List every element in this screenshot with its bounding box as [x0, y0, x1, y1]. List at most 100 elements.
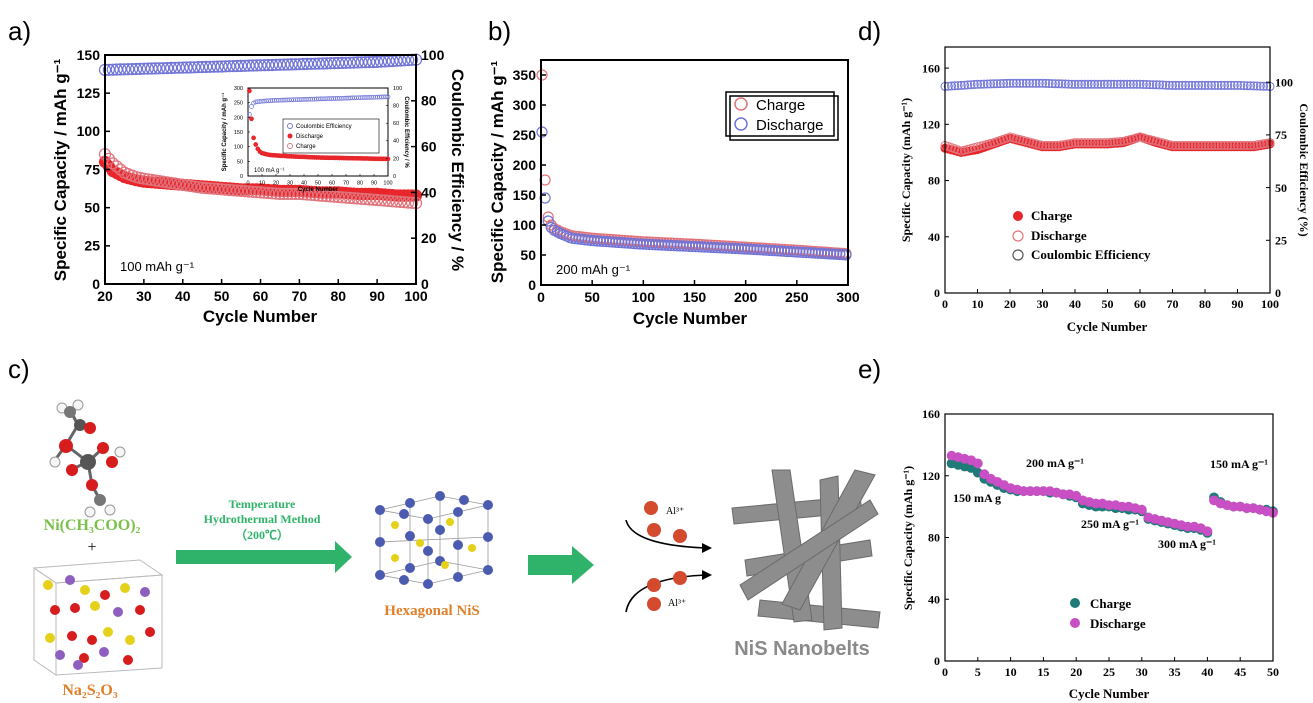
chart-a-series-1-point-74 [386, 195, 399, 208]
chart-d-series-2-point-11 [976, 79, 986, 89]
chart-a-series-1-point-72 [378, 194, 391, 207]
chart-d-series-2-point-86 [1220, 80, 1229, 90]
chart-b-series-1-point-65 [735, 243, 748, 255]
chart-a-series-1-point-47 [281, 187, 294, 200]
chart-a-ytick-label-1: 25 [84, 238, 100, 254]
chart-a-series-1-point-32 [223, 183, 236, 197]
chart-e-ticks: 0 5 10 15 20 25 30 35 40 45 50 0 40 80 120 160 [922, 407, 1279, 679]
chart-a-series-2-point-40 [254, 59, 267, 72]
chart-a-series-2-point-49 [289, 58, 302, 71]
chart-a-series-2-point-62 [339, 56, 353, 69]
chart-b-series-1-point-63 [729, 242, 742, 255]
chart-d-series-1-point-14 [986, 138, 995, 148]
chart-d-series-1-point-9 [969, 143, 979, 153]
arrow-text-3: （200℃） [235, 527, 289, 542]
chart-b-legend: Charge Discharge [725, 91, 839, 141]
chart-a-series-2-point-44 [270, 58, 283, 71]
chart-a-series-1-point-38 [246, 185, 259, 198]
chart-d-series-1-point-38 [1064, 139, 1073, 149]
chart-d-series-1-point-53 [1112, 137, 1122, 147]
chart-a-inset-xtick-label-7: 70 [343, 181, 349, 187]
chart-b-series-1-point-43 [668, 240, 680, 252]
chart-e-ytick-label-1: 40 [928, 592, 940, 606]
chart-d-series-1-point-8 [966, 144, 976, 153]
chart-d-series-1-point-94 [1246, 140, 1255, 150]
chart-d-series-2-point-12 [979, 79, 989, 89]
chart-e-legend-0: Charge [1090, 596, 1131, 611]
chart-a-inset-xtick-label-8: 80 [357, 181, 363, 187]
chart-d-series-2-point-55 [1119, 79, 1129, 89]
chart-d-ytick-right-label-3: 75 [1275, 128, 1287, 142]
chart-a-ylabel-right: Coulombic Efficiency / % [448, 69, 467, 271]
chart-a-series-2-point-30 [215, 60, 228, 73]
chart-d-series-2-point-48 [1096, 79, 1106, 89]
chart-b-series-1-point-45 [674, 240, 686, 252]
chart-b-series-1-point-20 [597, 235, 610, 247]
chart-a-series-2-point-52 [301, 57, 314, 71]
chart-a-series-1-point-8 [130, 171, 143, 184]
chart-d-series-2-point-51 [1106, 79, 1116, 89]
chart-e-series-1-point-29 [1136, 504, 1147, 515]
chart-b-series-1-point-48 [683, 240, 696, 252]
chart-d-series-2-point-2 [947, 81, 956, 91]
chart-d-series-1-point-77 [1190, 140, 1200, 150]
schematic-c: Ni(CH₃COO)₂ + Na₂S₂O₃ Temperature Hydrot… [32, 399, 881, 699]
chart-a-series-2-point-23 [188, 61, 201, 74]
chart-a-series-2-point-34 [231, 59, 244, 73]
chart-a-series-1-point-16 [161, 176, 174, 189]
chart-b-series-1-point-53 [699, 241, 711, 253]
chart-a-ytick-right-label-3: 60 [421, 139, 437, 155]
chart-a-series-2-point-47 [281, 58, 294, 71]
chart-a-series-1-point-76 [394, 195, 407, 208]
chart-b-series-1-point-93 [821, 248, 834, 260]
chart-b-series-1-point-52 [696, 241, 708, 253]
chart-a-series-2-point-22 [184, 61, 197, 74]
chart-d-series-2-point-4 [953, 81, 963, 91]
chart-d-series-1-point-99 [1262, 138, 1272, 148]
chart-b-series-1-point-49 [686, 240, 699, 253]
chart-b-ytick-label-7: 350 [513, 67, 537, 83]
chart-b-series-1-point-51 [692, 241, 705, 253]
chart-a-series-2-point-36 [238, 59, 252, 72]
chart-a-series-1-point-68 [363, 193, 376, 206]
chart-a-inset-xtick-label-10: 100 [383, 181, 392, 187]
chart-d-series-2-point-3 [950, 81, 960, 91]
chart-e: 0 5 10 15 20 25 30 35 40 45 50 0 40 80 120 160 Cycle Nu… [901, 407, 1279, 701]
chart-a-series-2-point-45 [273, 58, 286, 71]
chart-d-series-2-point-78 [1194, 80, 1203, 90]
chart-d-series-1-point-85 [1216, 140, 1226, 150]
chart-b-series-1-point-92 [818, 248, 831, 260]
chart-d-series-2-point-46 [1090, 79, 1099, 89]
chart-b-series-1-point-26 [616, 237, 628, 249]
chart-a-xtick-label-4: 60 [253, 288, 269, 304]
chart-d-series-2-point-66 [1155, 80, 1164, 90]
chart-a-inset-ytick-right-label-3: 60 [393, 121, 399, 127]
chart-a-series-1-point-40 [254, 186, 267, 199]
chart-a-inset-ytick-right-label-4: 80 [393, 104, 399, 110]
chart-a-series-1-point-18 [168, 177, 182, 190]
thiosulfate-crystal [32, 559, 164, 676]
chart-d-series-2-point-16 [992, 79, 1002, 89]
chart-a-series-1-point-66 [355, 192, 368, 205]
chart-d-series-1-point-41 [1073, 138, 1083, 148]
chart-a: 20 30 40 50 60 70 80 90 100025507510012515002040… [51, 47, 467, 326]
chart-a-series-1-point-3 [110, 160, 123, 173]
chart-a-inset-marks [247, 88, 391, 162]
chart-a-series-2-point-53 [304, 57, 318, 70]
chart-b-series-1-point-40 [659, 239, 671, 251]
chart-a-inset-series-0-point-1 [249, 116, 254, 122]
chart-e-xtick-label-10: 50 [1267, 665, 1279, 679]
chart-d-series-2-point-33 [1047, 79, 1057, 89]
chart-d-series-2-point-88 [1226, 80, 1236, 90]
chart-b-series-1-point-54 [702, 241, 714, 253]
chart-b-xtick-label-5: 250 [785, 289, 809, 305]
chart-d-series-2-point-23 [1015, 78, 1025, 88]
ion-bottom-3 [647, 597, 661, 611]
chart-d-series-1-point-29 [1034, 140, 1044, 150]
hexagonal-nis-lattice [375, 491, 493, 589]
chart-d-series-1-point-98 [1259, 139, 1268, 149]
chart-b-series-1-point-79 [778, 245, 791, 257]
chart-e-xtick-label-7: 35 [1169, 665, 1181, 679]
chart-a-series-1-point-28 [207, 182, 220, 195]
legend-marker-discharge [734, 117, 748, 131]
